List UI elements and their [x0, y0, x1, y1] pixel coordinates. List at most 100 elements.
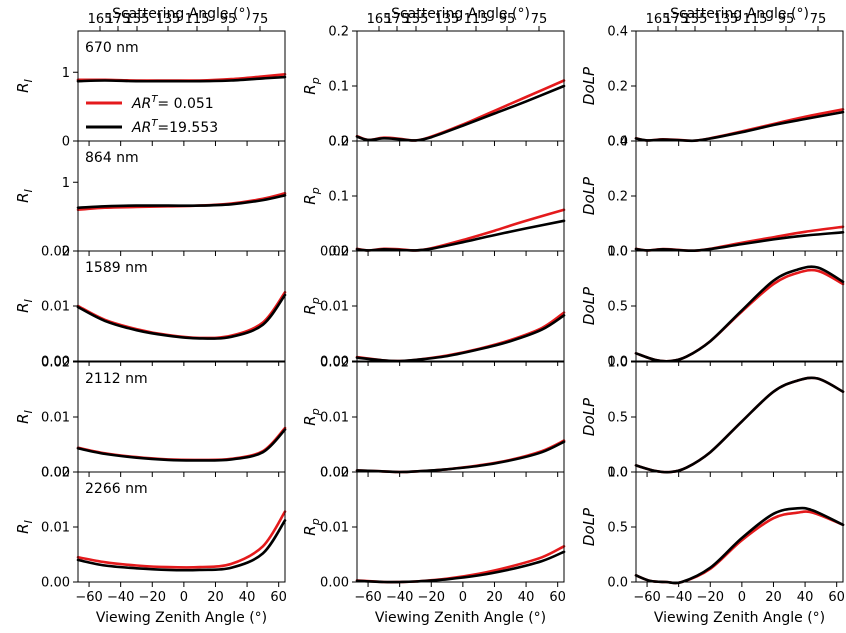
- y-axis-label: RI: [14, 299, 35, 313]
- y-tick-label: 0: [62, 245, 70, 260]
- x-tick-label: 40: [797, 590, 814, 605]
- panel-r5-c1: 0.00 0.01 0.02 −60 −40 −20 0 20 40 60 RI 2266 nm: [14, 466, 287, 606]
- y-tick-label: 0.02: [41, 245, 70, 260]
- series-line-black: [634, 376, 845, 474]
- x-tick-label: −60: [354, 590, 381, 605]
- top-tick-label: 75: [531, 12, 548, 27]
- top-tick-label: 165: [88, 12, 113, 27]
- series-line-red: [355, 208, 566, 252]
- y-tick-label: 0.0: [328, 135, 349, 150]
- y-tick-label: 0.0: [607, 245, 628, 260]
- y-tick-label: 0.1: [328, 190, 349, 205]
- top-axis-title: Scattering Angle (°): [112, 6, 251, 22]
- top-tick-label: 155: [683, 12, 708, 27]
- axes-frame: [356, 250, 565, 362]
- series-line-black: [76, 194, 287, 209]
- y-tick-label: 0.5: [607, 300, 628, 315]
- series-line-red: [634, 108, 845, 143]
- y-axis-label: Rp: [301, 77, 322, 94]
- y-axis-label: DoLP: [580, 397, 598, 436]
- top-tick-label: 135: [714, 12, 739, 27]
- y-tick-label: 0.2: [607, 80, 628, 95]
- y-tick-label: 0.01: [320, 411, 349, 426]
- top-tick-label: 75: [252, 12, 269, 27]
- y-axis-label: RI: [14, 520, 35, 534]
- y-tick-label: 0.02: [41, 356, 70, 371]
- y-tick-label: 0.5: [607, 411, 628, 426]
- series-line-black: [355, 84, 566, 142]
- top-tick-label: 95: [499, 12, 516, 27]
- y-tick-label: 0.01: [320, 300, 349, 315]
- y-tick-label: 1.0: [607, 356, 628, 371]
- x-tick-label: 60: [270, 590, 287, 605]
- top-tick-label: 95: [220, 12, 237, 27]
- x-tick-label: 20: [765, 590, 782, 605]
- top-tick-label: 155: [125, 12, 150, 27]
- series-line-black: [634, 110, 845, 143]
- series-line-black: [355, 219, 566, 252]
- x-axis-title: Viewing Zenith Angle (°): [654, 610, 825, 626]
- wavelength-label: 864 nm: [85, 150, 139, 166]
- y-axis-label: DoLP: [580, 176, 598, 215]
- legend: ART= 0.051 ART=19.553: [86, 94, 218, 136]
- x-tick-label: 20: [207, 590, 224, 605]
- top-tick-label: 115: [464, 12, 489, 27]
- top-tick-label: 165: [646, 12, 671, 27]
- series-line-black: [355, 314, 566, 363]
- series-line-black: [76, 519, 287, 572]
- panel-r4-c3: 0.0 0.5 1.0 DoLP: [580, 356, 845, 481]
- x-tick-label: 0: [738, 590, 746, 605]
- top-tick-label: 75: [810, 12, 827, 27]
- x-tick-label: 60: [549, 590, 566, 605]
- top-axis-title: Scattering Angle (°): [670, 6, 809, 22]
- legend-label: ART= 0.051: [131, 94, 214, 112]
- x-tick-label: −40: [107, 590, 134, 605]
- y-tick-label: 1: [62, 176, 70, 191]
- top-tick-label: 175: [106, 12, 131, 27]
- panel-r3-c3: 0.0 0.5 1.0 DoLP: [580, 245, 845, 370]
- axes-frame: [356, 471, 565, 583]
- series-line-black: [76, 293, 287, 340]
- y-tick-label: 0.00: [320, 355, 349, 370]
- y-tick-label: 0.2: [328, 25, 349, 40]
- x-tick-label: −20: [139, 590, 166, 605]
- x-tick-label: −20: [697, 590, 724, 605]
- series-line-black: [76, 428, 287, 462]
- panel-r2-c2: 0.0 0.1 0.2 Rp: [301, 135, 566, 260]
- y-tick-label: 0.00: [320, 576, 349, 591]
- x-tick-label: −40: [665, 590, 692, 605]
- y-tick-label: 0.5: [607, 521, 628, 536]
- y-tick-label: 0.01: [41, 411, 70, 426]
- wavelength-label: 670 nm: [85, 40, 139, 56]
- y-tick-label: 0.2: [328, 135, 349, 150]
- y-axis-label: RI: [14, 410, 35, 424]
- y-tick-label: 0.02: [320, 356, 349, 371]
- y-tick-label: 0.01: [320, 521, 349, 536]
- y-tick-label: 0.4: [607, 135, 628, 150]
- top-tick-label: 175: [385, 12, 410, 27]
- y-axis-label: Rp: [301, 408, 322, 425]
- legend-label: ART=19.553: [131, 118, 218, 136]
- series-line-black: [634, 231, 845, 253]
- series-line-black: [634, 506, 845, 585]
- panel-r3-c1: 0.00 0.01 0.02 RI 1589 nm: [14, 245, 287, 370]
- y-tick-label: 0.0: [607, 466, 628, 481]
- y-tick-label: 0.01: [41, 300, 70, 315]
- x-tick-label: 40: [518, 590, 535, 605]
- y-axis-label: RI: [14, 189, 35, 203]
- y-tick-label: 0.0: [607, 355, 628, 370]
- panel-r2-c3: 0.0 0.2 0.4 DoLP: [580, 135, 845, 260]
- y-tick-label: 0.00: [320, 466, 349, 481]
- x-tick-label: −60: [75, 590, 102, 605]
- y-axis-label: RI: [14, 79, 35, 93]
- axes-frame: [356, 140, 565, 252]
- x-tick-label: −40: [386, 590, 413, 605]
- x-tick-label: 40: [239, 590, 256, 605]
- y-tick-label: 0.0: [607, 135, 628, 150]
- y-tick-label: 1: [62, 66, 70, 81]
- wavelength-label: 2112 nm: [85, 371, 148, 387]
- panel-r1-c2: 0.0 0.1 0.2 Rp: [301, 25, 566, 150]
- y-tick-label: 0.00: [41, 576, 70, 591]
